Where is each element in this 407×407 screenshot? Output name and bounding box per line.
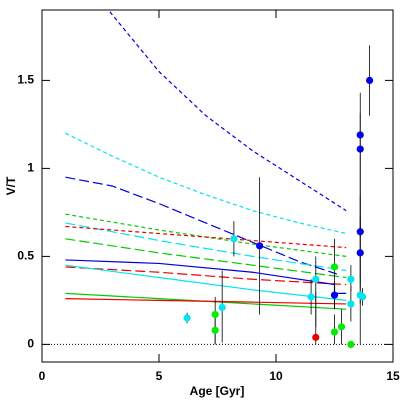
x-tick-label: 15 [386,369,400,383]
model-line [65,298,347,305]
x-tick-label: 5 [156,369,163,383]
model-line [65,259,347,294]
x-axis-label: Age [Gyr] [190,384,245,398]
model-line [109,11,347,212]
data-point [312,275,320,283]
data-point [356,228,364,236]
model-line [65,238,347,279]
model-line [65,222,347,272]
data-point [330,291,339,299]
data-point [358,293,367,301]
data-point [230,235,238,243]
y-tick-label: 0 [27,337,34,351]
x-tick-label: 10 [269,369,283,383]
data-point [256,242,264,250]
data-point [347,300,355,308]
data-point [211,310,219,319]
model-line [65,225,347,249]
plot-frame [41,9,394,363]
data-point [356,249,364,257]
data-point [366,76,374,84]
model-line [65,266,347,286]
y-tick-label: 0.5 [17,249,34,263]
model-line [65,213,347,257]
data-point [312,333,320,341]
data-point [356,145,364,153]
data-point [356,131,364,139]
data-point [347,340,355,348]
y-axis-label: V/T [4,176,18,195]
x-tick-label: 0 [39,369,46,383]
data-point [330,328,339,336]
data-point [183,314,191,322]
data-point [337,323,346,331]
y-tick-label: 1 [27,161,34,175]
model-line [65,264,347,301]
data-point [347,275,355,283]
model-line [65,132,347,235]
data-point [211,326,219,334]
y-tick-label: 1.5 [17,73,34,87]
model-line [65,176,338,275]
data-point [218,303,226,312]
data-point [307,293,315,301]
data-point [330,263,339,271]
